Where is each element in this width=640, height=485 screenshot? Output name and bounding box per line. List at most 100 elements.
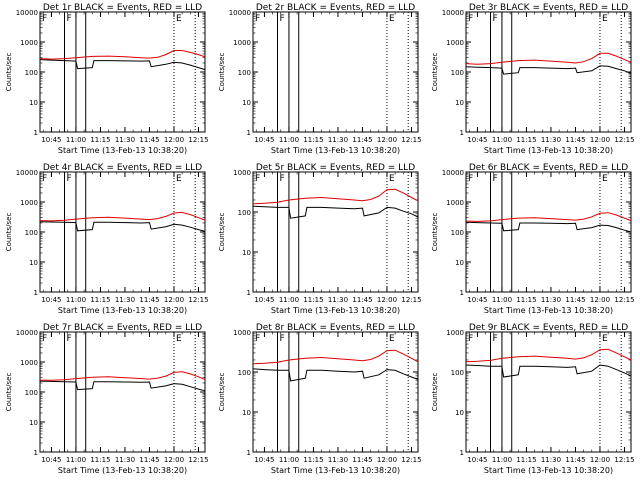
x-tick-label: 11:30 (328, 456, 348, 464)
y-axis-label: Counts/sec (5, 373, 13, 412)
x-tick-label: 11:15 (90, 456, 110, 464)
x-tick-label: 12:00 (164, 136, 184, 144)
x-tick-label: 11:15 (516, 456, 536, 464)
y-tick-label: 10 (242, 99, 251, 107)
y-tick-label: 1 (460, 289, 464, 297)
x-axis-label: Start Time (13-Feb-13 10:38:20) (484, 306, 613, 315)
detector-panel: Det 3r BLACK = Events, RED = LLD Start Ti… (431, 3, 635, 155)
x-tick-label: 12:00 (164, 456, 184, 464)
x-tick-label: 12:00 (590, 456, 610, 464)
marker-letter: F (280, 174, 285, 184)
x-tick-label: 11:15 (90, 296, 110, 304)
x-tick-label: 11:00 (66, 456, 86, 464)
series-line-lld (465, 52, 632, 65)
plot-frame (465, 331, 632, 453)
series-line-events (252, 368, 419, 382)
detector-panel: Det 1r BLACK = Events, RED = LLD Start Ti… (5, 3, 209, 155)
detector-panel: Det 6r BLACK = Events, RED = LLD Start Ti… (431, 163, 635, 315)
x-tick-label: 11:15 (90, 136, 110, 144)
x-tick-label: 12:15 (188, 456, 208, 464)
x-tick-label: 12:00 (377, 136, 397, 144)
x-tick-label: 10:45 (467, 136, 487, 144)
y-tick-label: 10 (29, 259, 38, 267)
y-tick-label: 100 (451, 229, 464, 237)
y-axis-label: Counts/sec (218, 373, 226, 412)
x-axis-label: Start Time (13-Feb-13 10:38:20) (58, 466, 187, 475)
x-tick-label: 12:15 (188, 136, 208, 144)
detector-panel: Det 8r BLACK = Events, RED = LLD Start Ti… (218, 323, 422, 475)
series-line-events (465, 221, 632, 233)
marker-letter: E (602, 14, 608, 24)
series-line-lld (39, 211, 206, 222)
series-line-lld (465, 212, 632, 222)
x-tick-label: 11:30 (541, 296, 561, 304)
detector-panel: Det 2r BLACK = Events, RED = LLD Start Ti… (218, 3, 422, 155)
x-tick-label: 10:45 (41, 456, 61, 464)
x-tick-label: 11:00 (492, 456, 512, 464)
y-tick-label: 1000 (233, 169, 251, 177)
marker-letter: F (468, 14, 473, 24)
y-tick-label: 1000 (20, 359, 38, 367)
x-tick-label: 12:15 (401, 456, 421, 464)
x-tick-label: 12:15 (188, 296, 208, 304)
x-tick-label: 11:45 (565, 136, 585, 144)
y-axis-label: Counts/sec (431, 373, 439, 412)
x-tick-label: 11:00 (279, 456, 299, 464)
y-tick-label: 1000 (446, 39, 464, 47)
panel-title: Det 9r BLACK = Events, RED = LLD (469, 323, 628, 333)
marker-letter: F (67, 14, 72, 24)
y-axis-label: Counts/sec (5, 213, 13, 252)
x-tick-label: 11:45 (139, 296, 159, 304)
panel-title: Det 7r BLACK = Events, RED = LLD (43, 323, 202, 333)
series-line-events (465, 364, 632, 378)
y-tick-label: 1 (34, 449, 38, 457)
y-tick-label: 1000 (446, 329, 464, 337)
marker-letter: E (389, 174, 395, 184)
panel-title: Det 6r BLACK = Events, RED = LLD (469, 163, 628, 173)
y-tick-label: 10000 (16, 9, 38, 17)
x-tick-label: 10:45 (254, 136, 274, 144)
x-tick-label: 10:45 (254, 296, 274, 304)
y-axis-label: Counts/sec (218, 53, 226, 92)
x-axis-label: Start Time (13-Feb-13 10:38:20) (271, 146, 400, 155)
x-tick-label: 11:45 (352, 456, 372, 464)
detector-panel: Det 9r BLACK = Events, RED = LLD Start Ti… (431, 323, 635, 475)
panel-title: Det 4r BLACK = Events, RED = LLD (43, 163, 202, 173)
y-tick-label: 100 (25, 229, 38, 237)
x-tick-label: 11:15 (303, 296, 323, 304)
series-line-events (39, 380, 206, 392)
panel-title: Det 5r BLACK = Events, RED = LLD (256, 163, 415, 173)
y-tick-label: 100 (451, 369, 464, 377)
y-tick-label: 100 (238, 369, 251, 377)
y-tick-label: 1000 (20, 39, 38, 47)
x-tick-label: 11:15 (303, 136, 323, 144)
x-tick-label: 11:45 (139, 136, 159, 144)
y-tick-label: 1 (34, 129, 38, 137)
series-line-events (252, 205, 419, 219)
x-tick-label: 11:00 (279, 296, 299, 304)
y-tick-label: 1000 (20, 199, 38, 207)
x-tick-label: 11:00 (66, 296, 86, 304)
x-tick-label: 11:30 (115, 456, 135, 464)
y-tick-label: 1 (34, 289, 38, 297)
y-tick-label: 10000 (442, 9, 464, 17)
x-tick-label: 11:15 (516, 296, 536, 304)
y-tick-label: 1 (460, 129, 464, 137)
x-axis-label: Start Time (13-Feb-13 10:38:20) (271, 466, 400, 475)
series-line-lld (39, 371, 206, 381)
marker-letter: E (389, 14, 395, 24)
y-tick-label: 1000 (233, 329, 251, 337)
marker-letter: E (176, 174, 182, 184)
x-tick-label: 11:45 (565, 296, 585, 304)
plot-frame (252, 331, 419, 453)
y-axis-label: Counts/sec (431, 213, 439, 252)
y-tick-label: 1 (247, 449, 251, 457)
x-tick-label: 10:45 (41, 296, 61, 304)
y-tick-label: 100 (25, 389, 38, 397)
x-axis-label: Start Time (13-Feb-13 10:38:20) (484, 146, 613, 155)
series-line-lld (39, 50, 206, 60)
x-axis-label: Start Time (13-Feb-13 10:38:20) (484, 466, 613, 475)
x-tick-label: 12:00 (377, 456, 397, 464)
x-tick-label: 10:45 (41, 136, 61, 144)
x-tick-label: 11:45 (139, 456, 159, 464)
